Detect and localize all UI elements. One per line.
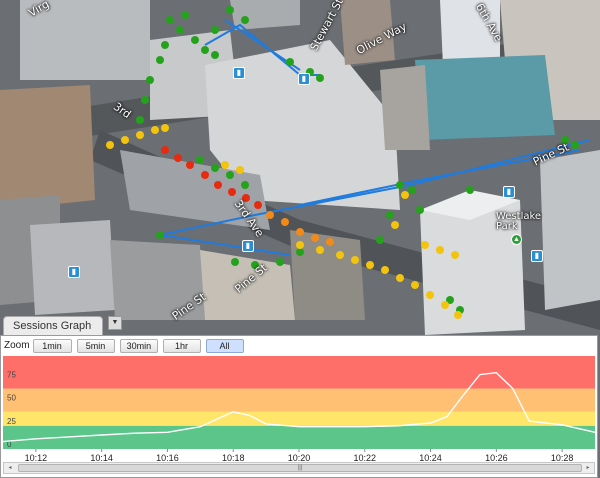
bus-icon[interactable]: ▮	[242, 240, 254, 252]
bus-icon[interactable]: ▮	[503, 186, 515, 198]
zoom-1hr-button[interactable]: 1hr	[162, 338, 201, 353]
chart-band-1	[3, 411, 595, 426]
y-tick-label: 50	[7, 394, 16, 403]
y-tick-label: 75	[7, 370, 16, 379]
bus-icon[interactable]: ▮	[233, 67, 245, 79]
chart-band-3	[3, 356, 595, 389]
bus-icon[interactable]: ▮	[531, 250, 543, 262]
zoom-bar: Zoom 1min 5min 30min 1hr All	[4, 338, 249, 353]
y-tick-label: 25	[7, 417, 16, 426]
chart-band-2	[3, 388, 595, 412]
y-tick-label: 0	[7, 440, 12, 449]
zoom-30min-button[interactable]: 30min	[119, 338, 158, 353]
zoom-1min-button[interactable]: 1min	[32, 338, 72, 353]
building-block	[0, 0, 600, 335]
chevron-down-icon[interactable]: ▼	[108, 316, 122, 330]
x-tick-label: 10:20	[288, 453, 311, 462]
park-label-westlake: Westlake Park	[496, 211, 542, 232]
x-tick-label: 10:28	[551, 453, 574, 462]
x-tick-label: 10:24	[419, 453, 442, 462]
x-tick-label: 10:14	[90, 453, 113, 462]
x-tick-label: 10:18	[222, 453, 245, 462]
sessions-chart[interactable]: 0 25 50 75 10:12 10:14 10:16 10:18 10:20 10:22 10…	[1, 354, 597, 462]
tree-icon[interactable]: ▲	[511, 234, 522, 245]
bus-icon[interactable]: ▮	[68, 266, 80, 278]
sessions-graph-panel: Zoom 1min 5min 30min 1hr All 0 25 50 75 10:…	[0, 335, 598, 478]
session-dots	[106, 6, 579, 319]
x-tick-label: 10:26	[485, 453, 508, 462]
sessions-series-line	[2, 371, 596, 443]
scroll-right-arrow[interactable]: ▸	[586, 465, 590, 471]
scroll-thumb[interactable]: |||	[18, 464, 582, 472]
sessions-graph-tab[interactable]: Sessions Graph	[3, 316, 103, 336]
x-tick-label: 10:22	[354, 453, 377, 462]
zoom-label: Zoom	[4, 340, 30, 351]
bus-icon[interactable]: ▮	[298, 73, 310, 85]
scroll-left-arrow[interactable]: ◂	[8, 465, 12, 471]
zoom-5min-button[interactable]: 5min	[76, 338, 115, 353]
zoom-all-button[interactable]: All	[205, 338, 244, 353]
chart-band-0	[3, 425, 595, 449]
timeline-scrollbar[interactable]: ◂ ||| ▸	[3, 462, 595, 474]
x-tick-label: 10:12	[25, 453, 48, 462]
x-tick-label: 10:16	[156, 453, 179, 462]
